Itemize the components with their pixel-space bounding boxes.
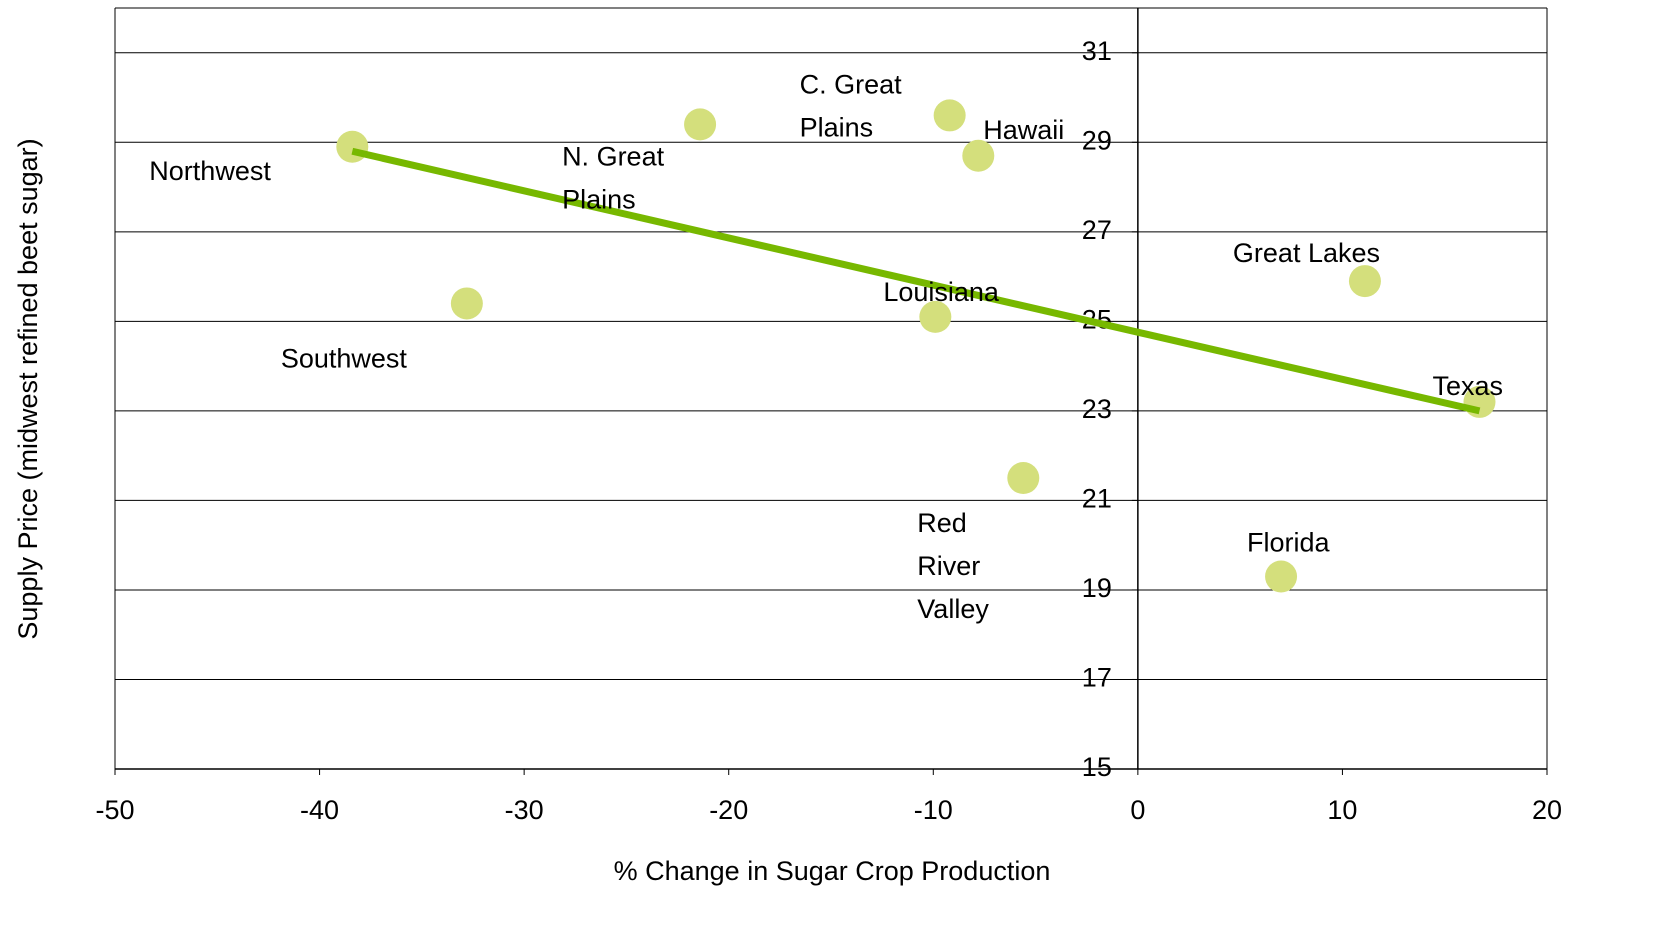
point-label: Southwest bbox=[281, 344, 408, 374]
point-label: Louisiana bbox=[883, 277, 1000, 307]
y-tick-label: 23 bbox=[1082, 394, 1112, 424]
y-tick-label: 27 bbox=[1082, 215, 1112, 245]
point-label: Hawaii bbox=[983, 115, 1064, 145]
y-tick-label: 21 bbox=[1082, 484, 1112, 514]
point bbox=[933, 99, 966, 132]
y-tick-label: 17 bbox=[1082, 663, 1112, 693]
point-label: River bbox=[917, 551, 980, 581]
x-tick-label: -30 bbox=[505, 795, 544, 825]
point-label: Texas bbox=[1432, 371, 1503, 401]
point-label: C. Great bbox=[800, 70, 903, 100]
y-tick-label: 29 bbox=[1082, 125, 1112, 155]
point bbox=[919, 300, 952, 333]
y-tick-label: 15 bbox=[1082, 752, 1112, 782]
x-tick-label: -10 bbox=[914, 795, 953, 825]
point bbox=[336, 130, 369, 163]
point bbox=[1007, 462, 1040, 495]
point-label: Great Lakes bbox=[1233, 238, 1380, 268]
x-tick-label: -20 bbox=[709, 795, 748, 825]
point-label: N. Great bbox=[562, 142, 665, 172]
point-label: Florida bbox=[1247, 528, 1331, 558]
x-tick-label: -50 bbox=[95, 795, 134, 825]
point bbox=[450, 287, 483, 320]
point-label: Plains bbox=[562, 185, 636, 215]
point bbox=[684, 108, 717, 141]
point-label: Plains bbox=[800, 113, 874, 143]
point bbox=[1348, 265, 1381, 298]
trend-line bbox=[351, 147, 1481, 415]
x-tick-label: 10 bbox=[1327, 795, 1357, 825]
point bbox=[1265, 560, 1298, 593]
x-tick-label: 20 bbox=[1532, 795, 1562, 825]
y-tick-label: 31 bbox=[1082, 36, 1112, 66]
x-tick-label: -40 bbox=[300, 795, 339, 825]
point bbox=[962, 139, 995, 172]
y-axis-title: Supply Price (midwest refined beet sugar… bbox=[13, 138, 43, 639]
point-label: Valley bbox=[917, 594, 989, 624]
point-label: Red bbox=[917, 508, 967, 538]
point-label: Northwest bbox=[149, 156, 271, 186]
x-axis-title: % Change in Sugar Crop Production bbox=[614, 856, 1051, 886]
x-tick-label: 0 bbox=[1130, 795, 1145, 825]
y-tick-label: 19 bbox=[1082, 573, 1112, 603]
